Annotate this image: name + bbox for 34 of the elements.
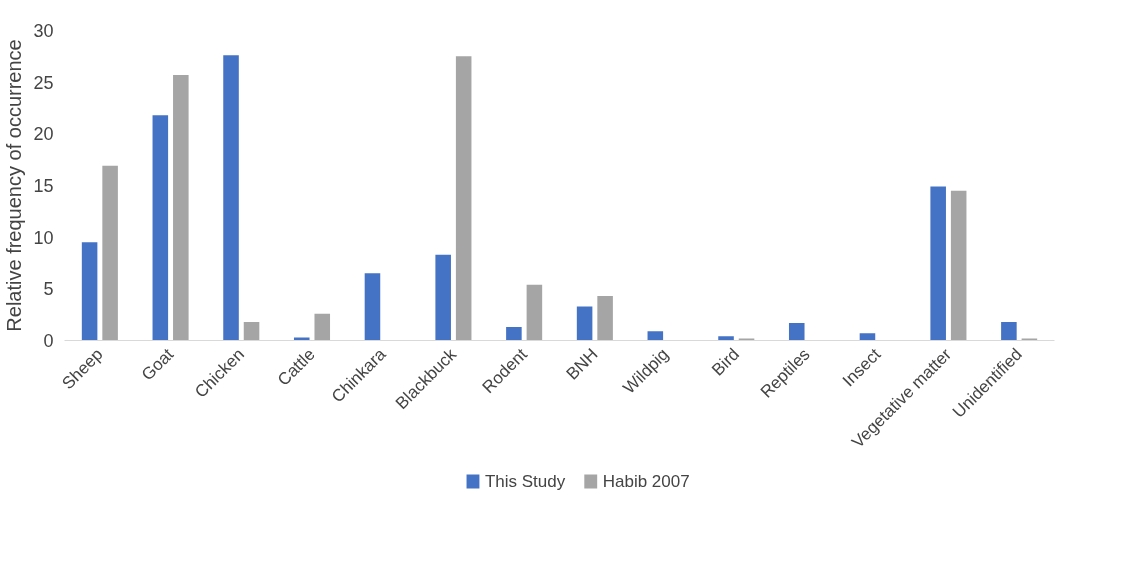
bar xyxy=(223,55,239,341)
bar xyxy=(243,321,260,341)
y-tick-label: 5 xyxy=(43,279,54,300)
bar xyxy=(293,337,310,341)
bar xyxy=(738,338,755,341)
y-tick-label: 25 xyxy=(33,72,54,93)
y-tick-label: 15 xyxy=(33,176,54,196)
bar xyxy=(950,190,967,341)
bar xyxy=(364,273,381,341)
y-axis-title: Relative frequency of occurrence xyxy=(3,39,26,332)
bar xyxy=(647,331,664,341)
bar xyxy=(506,327,522,341)
bar xyxy=(1001,321,1017,341)
legend-label: This Study xyxy=(484,472,566,491)
y-tick-label: 10 xyxy=(33,227,54,248)
bar xyxy=(597,296,613,341)
bar xyxy=(930,186,946,341)
bar xyxy=(718,336,734,341)
bar xyxy=(435,254,451,341)
bar xyxy=(152,115,169,341)
bar xyxy=(526,284,543,341)
bar xyxy=(102,165,118,341)
bar xyxy=(859,333,876,341)
bar xyxy=(1021,338,1038,341)
y-tick-label: 0 xyxy=(43,331,54,351)
bar xyxy=(173,74,189,341)
legend-label: Habib 2007 xyxy=(602,472,690,491)
bar xyxy=(788,322,805,341)
y-tick-label: 20 xyxy=(33,124,54,145)
bar xyxy=(455,56,472,341)
bar xyxy=(81,242,98,341)
bar xyxy=(576,306,593,341)
y-tick-label: 30 xyxy=(33,21,54,41)
bar xyxy=(314,313,331,341)
